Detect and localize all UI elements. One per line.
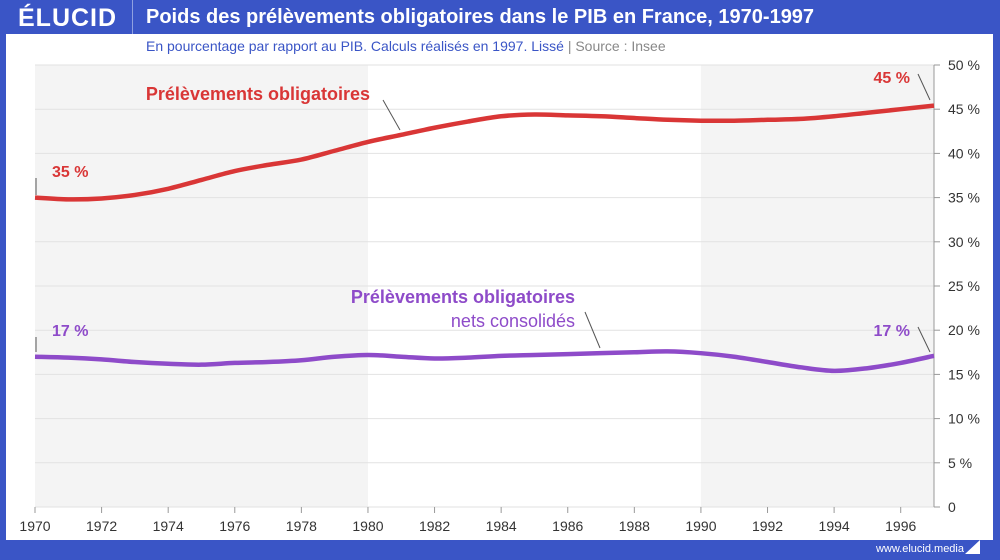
series-label: nets consolidés: [451, 311, 575, 331]
chart-title: Poids des prélèvements obligatoires dans…: [146, 6, 815, 28]
y-tick-label: 25 %: [948, 278, 980, 294]
subtitle-text: En pourcentage par rapport au PIB. Calcu…: [146, 38, 564, 54]
y-tick-label: 35 %: [948, 190, 980, 206]
y-tick-label: 0: [948, 499, 956, 515]
end-leader-line: [917, 326, 931, 353]
x-tick-label: 1978: [286, 518, 317, 534]
x-tick-label: 1984: [486, 518, 517, 534]
y-tick-label: 45 %: [948, 101, 980, 117]
start-value-label: 17 %: [52, 323, 88, 340]
x-tick-label: 1990: [685, 518, 716, 534]
x-tick-label: 1996: [885, 518, 916, 534]
chart-subtitle: En pourcentage par rapport au PIB. Calcu…: [146, 38, 666, 54]
x-tick-label: 1974: [153, 518, 184, 534]
footer-url[interactable]: www.elucid.media: [875, 543, 964, 555]
start-value-label: 35 %: [52, 164, 88, 181]
x-tick-label: 1980: [352, 518, 383, 534]
x-tick-label: 1986: [552, 518, 583, 534]
series-line-0: [34, 103, 935, 202]
subtitle-separator: |: [567, 38, 572, 54]
end-value-label: 45 %: [874, 70, 910, 87]
end-value-label: 17 %: [874, 323, 910, 340]
y-tick-label: 20 %: [948, 322, 980, 338]
series-line-1: [34, 349, 935, 374]
x-tick-label: 1994: [819, 518, 850, 534]
x-tick-label: 1970: [19, 518, 50, 534]
y-tick-label: 30 %: [948, 234, 980, 250]
header-divider: [132, 0, 133, 34]
series-leader-line: [584, 311, 601, 349]
y-tick-label: 15 %: [948, 366, 980, 382]
x-tick-label: 1988: [619, 518, 650, 534]
elucid-logo: ÉLUCID: [18, 4, 118, 32]
elucid-flag-icon: [965, 540, 980, 554]
y-tick-label: 50 %: [948, 57, 980, 73]
x-tick-label: 1976: [219, 518, 250, 534]
header: ÉLUCID Poids des prélèvements obligatoir…: [0, 0, 1000, 34]
y-tick-label: 10 %: [948, 411, 980, 427]
source-text: Source : Insee: [575, 38, 666, 54]
x-tick-label: 1972: [86, 518, 117, 534]
x-tick-label: 1992: [752, 518, 783, 534]
series-label: Prélèvements obligatoires: [146, 84, 370, 104]
series-leader-line: [382, 99, 401, 131]
end-leader-line: [917, 73, 931, 101]
series-label: Prélèvements obligatoires: [351, 287, 575, 307]
y-tick-label: 5 %: [948, 455, 972, 471]
y-tick-label: 40 %: [948, 145, 980, 161]
x-tick-label: 1982: [419, 518, 450, 534]
